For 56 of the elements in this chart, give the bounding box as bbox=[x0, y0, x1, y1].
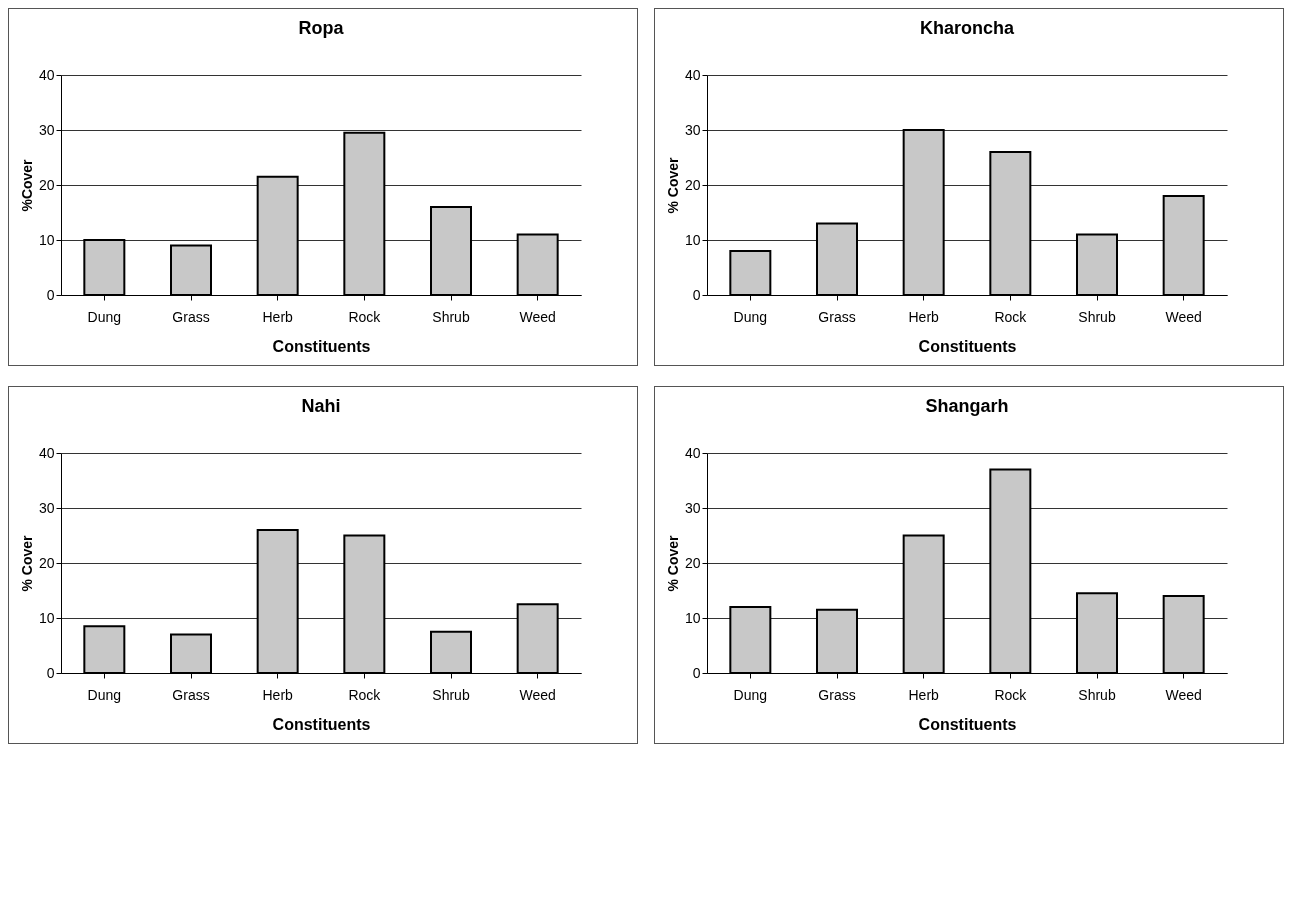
x-tick-label: Herb bbox=[262, 686, 294, 703]
x-tick-label: Shrub bbox=[1078, 308, 1116, 325]
y-axis-title: % Cover bbox=[664, 534, 681, 592]
y-tick-label: 20 bbox=[38, 176, 55, 193]
x-tick-label: Rock bbox=[994, 308, 1028, 325]
x-tick-label: Dung bbox=[733, 686, 768, 703]
chart-title: Ropa bbox=[298, 18, 345, 38]
y-tick-label: 10 bbox=[684, 609, 701, 626]
x-tick-label: Rock bbox=[348, 308, 382, 325]
x-tick-label: Dung bbox=[733, 308, 768, 325]
x-tick-label: Shrub bbox=[1078, 686, 1116, 703]
x-tick-label: Herb bbox=[908, 686, 940, 703]
x-axis-title: Constituents bbox=[918, 715, 1017, 733]
y-tick-label: 0 bbox=[692, 286, 701, 303]
y-tick-label: 30 bbox=[684, 121, 701, 138]
y-tick-label: 10 bbox=[38, 231, 55, 248]
x-tick-label: Herb bbox=[908, 308, 940, 325]
y-tick-label: 20 bbox=[38, 554, 55, 571]
y-tick-label: 0 bbox=[692, 664, 701, 681]
x-tick-label: Shrub bbox=[432, 686, 470, 703]
y-tick-label: 40 bbox=[684, 444, 701, 461]
y-tick-label: 40 bbox=[684, 66, 701, 83]
x-tick-label: Weed bbox=[519, 686, 556, 703]
chart-title: Shangarh bbox=[925, 396, 1009, 416]
x-tick-label: Weed bbox=[519, 308, 556, 325]
chart-title: Nahi bbox=[301, 396, 341, 416]
y-tick-label: 40 bbox=[38, 66, 55, 83]
chart-title: Kharoncha bbox=[919, 18, 1015, 38]
y-axis-title: %Cover bbox=[18, 158, 35, 212]
x-tick-label: Dung bbox=[87, 308, 122, 325]
x-axis-title: Constituents bbox=[272, 715, 371, 733]
x-tick-label: Weed bbox=[1165, 308, 1202, 325]
x-tick-label: Weed bbox=[1165, 686, 1202, 703]
x-axis-title: Constituents bbox=[272, 337, 371, 355]
y-tick-label: 20 bbox=[684, 176, 701, 193]
x-tick-label: Rock bbox=[994, 686, 1028, 703]
y-tick-label: 10 bbox=[684, 231, 701, 248]
y-axis-title: % Cover bbox=[664, 156, 681, 214]
x-tick-label: Herb bbox=[262, 308, 294, 325]
x-tick-label: Shrub bbox=[432, 308, 470, 325]
x-tick-label: Grass bbox=[818, 686, 856, 703]
y-tick-label: 30 bbox=[38, 499, 55, 516]
y-tick-label: 10 bbox=[38, 609, 55, 626]
y-tick-label: 30 bbox=[38, 121, 55, 138]
y-tick-label: 0 bbox=[46, 286, 55, 303]
y-axis-title: % Cover bbox=[18, 534, 35, 592]
x-tick-label: Grass bbox=[172, 686, 210, 703]
y-tick-label: 40 bbox=[38, 444, 55, 461]
x-axis-title: Constituents bbox=[918, 337, 1017, 355]
y-tick-label: 0 bbox=[46, 664, 55, 681]
x-tick-label: Rock bbox=[348, 686, 382, 703]
x-tick-label: Grass bbox=[818, 308, 856, 325]
y-tick-label: 30 bbox=[684, 499, 701, 516]
y-tick-label: 20 bbox=[684, 554, 701, 571]
x-tick-label: Grass bbox=[172, 308, 210, 325]
x-tick-label: Dung bbox=[87, 686, 122, 703]
